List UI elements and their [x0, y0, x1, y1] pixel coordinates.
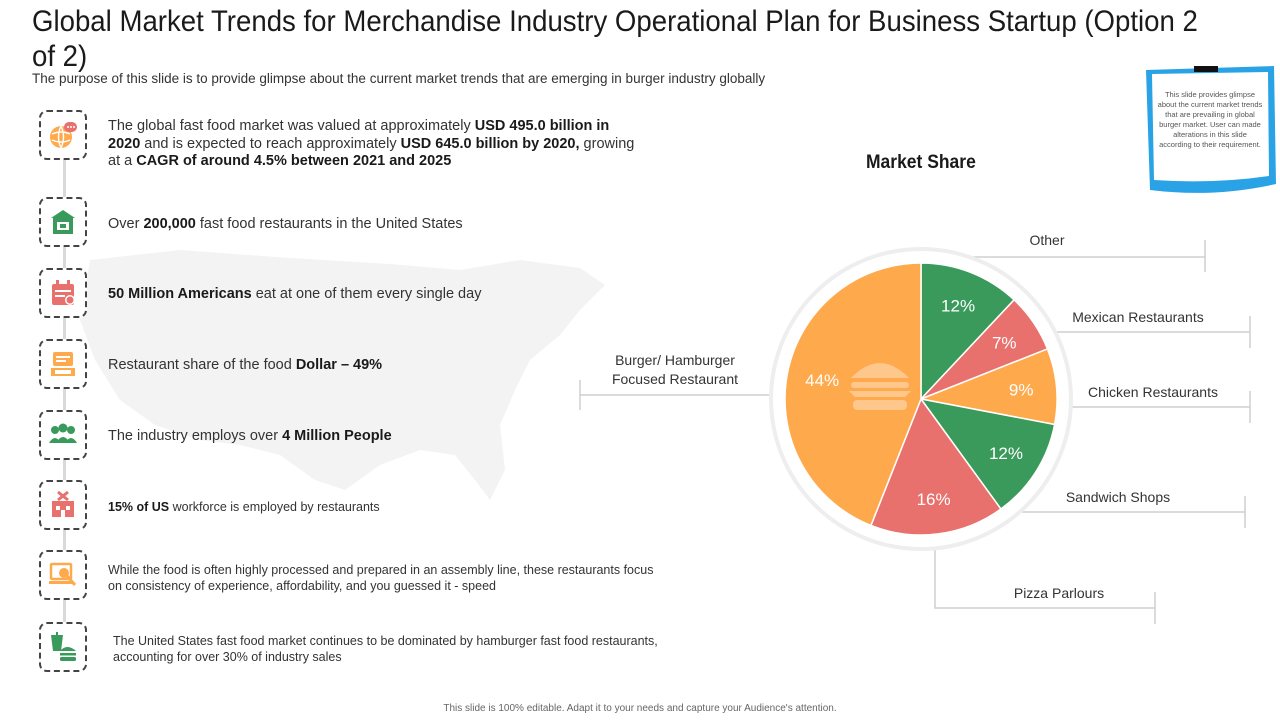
slide-subtitle: The purpose of this slide is to provide … [32, 71, 766, 86]
pie-chart: 12% 7% 9% 12% 16% 44% Other Mexican Restaurant… [579, 232, 1251, 624]
us-map-background [80, 250, 605, 500]
globe-chat-icon [50, 122, 77, 149]
slide-title: Global Market Trends for Merchandise Ind… [32, 5, 1198, 73]
timeline-line [63, 135, 66, 655]
people-icon [49, 423, 77, 443]
fact-text-6: 15% of US workforce is employed by resta… [108, 499, 648, 515]
fact-text-1: The global fast food market was valued a… [108, 118, 638, 171]
pie-slice-5 [869, 397, 1002, 536]
fact-icon-box-8 [39, 622, 87, 672]
fact-icon-box-3 [39, 268, 87, 318]
fact-2-segment-3: fast food restaurants in the United Stat… [195, 216, 463, 232]
footer-note: This slide is 100% editable. Adapt it to… [443, 703, 837, 714]
fact-text-4: Restaurant share of the food Dollar – 49… [108, 357, 648, 375]
fact-text-8: The United States fast food market conti… [113, 633, 663, 665]
fact-text-3: 50 Million Americans eat at one of them … [108, 286, 648, 304]
pie-value-label-5: 16% [917, 490, 951, 509]
pie-slice-1 [920, 262, 1016, 401]
sticky-note [1146, 66, 1276, 193]
fact-5-segment-1: The industry employs over [108, 428, 283, 444]
pie-value-label-3: 9% [1009, 381, 1034, 400]
binder-clip-icon [1194, 66, 1218, 72]
pie-slice-4 [919, 397, 1056, 511]
pie-category-label-2: Mexican Restaurants [1072, 309, 1204, 325]
fact-6-segment-1: 15% of US [108, 500, 170, 514]
fact-text-2: Over 200,000 fast food restaurants in th… [108, 216, 648, 234]
calendar-icon [52, 280, 75, 305]
restaurant-building-icon [52, 490, 74, 517]
search-laptop-icon [49, 562, 77, 586]
fact-1-segment-4: USD 645.0 billion by 2020, [400, 135, 580, 152]
burger-drink-icon [51, 632, 76, 661]
pie-value-label-6: 44% [805, 371, 839, 390]
fact-1-segment-2: USD 495.0 billion in 2020 [108, 118, 610, 152]
pie-value-label-2: 7% [992, 333, 1017, 352]
burger-watermark-icon [849, 363, 911, 410]
fact-text-7: While the food is often highly processed… [108, 562, 668, 594]
pie-category-label-1: Other [1029, 232, 1064, 248]
fact-1-segment-6: CAGR of around 4.5% between 2021 and 202… [136, 153, 452, 169]
fact-icon-box-4 [39, 339, 87, 389]
fact-icon-box-7 [39, 550, 87, 600]
pie-slice-6 [784, 262, 922, 527]
fact-8-segment-1: The United States fast food market conti… [113, 634, 658, 664]
pie-value-label-4: 12% [989, 444, 1023, 463]
pie-category-label-5: Pizza Parlours [1014, 585, 1104, 601]
fact-2-segment-2: 200,000 [143, 216, 196, 232]
fact-icon-box-2 [39, 197, 87, 247]
pie-category-label-6: Burger/ Hamburger Focused Restaurant [612, 352, 738, 387]
fact-5-segment-2: 4 Million People [282, 428, 392, 444]
pie-category-label-3: Chicken Restaurants [1088, 384, 1218, 400]
fact-7-segment-1: While the food is often highly processed… [108, 563, 654, 593]
leader-lines [579, 240, 1251, 624]
fact-6-segment-2: workforce is employed by restaurants [169, 500, 380, 514]
pie-category-label-4: Sandwich Shops [1066, 489, 1170, 505]
fact-4-segment-1: Restaurant share of the food [108, 357, 296, 373]
fact-4-segment-2: Dollar – 49% [295, 357, 383, 373]
fact-1-segment-1: The global fast food market was valued a… [108, 118, 475, 134]
fact-1-segment-3: and is expected to reach approximately [140, 135, 401, 152]
pie-value-label-1: 12% [941, 296, 975, 315]
fact-1-segment-5: growing at a [108, 135, 635, 170]
menu-board-icon [51, 352, 75, 376]
fact-text-5: The industry employs over 4 Million Peop… [108, 428, 648, 446]
fact-2-segment-1: Over [108, 216, 144, 232]
leader-line-pizza [934, 542, 1155, 609]
store-icon [51, 210, 75, 234]
sticky-note-text: This slide provides glimpse about the cu… [1157, 90, 1263, 149]
fact-icon-box-6 [39, 480, 87, 530]
fact-icon-box-1 [39, 110, 87, 160]
fact-3-segment-2: eat at one of them every single day [251, 286, 482, 302]
fact-icon-box-5 [39, 410, 87, 460]
fact-3-segment-1: 50 Million Americans [108, 286, 252, 302]
chart-title: Market Share [866, 152, 976, 173]
